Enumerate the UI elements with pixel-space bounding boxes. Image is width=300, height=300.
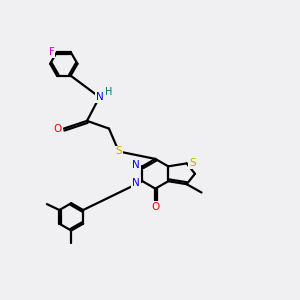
Text: H: H: [105, 87, 113, 97]
Text: N: N: [96, 92, 103, 102]
Text: S: S: [116, 146, 122, 157]
Text: N: N: [132, 178, 140, 188]
Text: O: O: [54, 124, 62, 134]
Text: F: F: [49, 47, 55, 57]
Text: O: O: [151, 202, 160, 212]
Text: S: S: [189, 158, 196, 168]
Text: N: N: [132, 160, 140, 170]
